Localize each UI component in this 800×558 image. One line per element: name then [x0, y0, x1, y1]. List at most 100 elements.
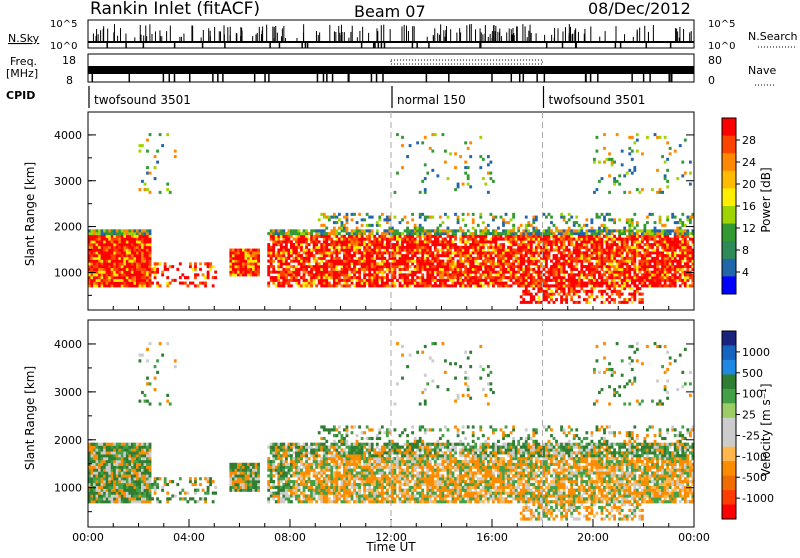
power-cell — [426, 268, 429, 271]
power-cell — [96, 265, 99, 268]
power-cell — [399, 238, 402, 241]
power-cell — [608, 284, 611, 287]
power-cell — [351, 229, 354, 232]
power-cell — [664, 161, 667, 164]
power-cell — [434, 271, 437, 274]
power-cell — [674, 235, 677, 238]
power-cell — [573, 284, 576, 287]
power-cell — [318, 273, 321, 276]
power-cell — [341, 221, 344, 224]
power-cell — [161, 273, 164, 276]
power-cell — [290, 243, 293, 246]
velocity-cell — [123, 500, 126, 503]
power-cell — [482, 265, 485, 268]
power-cell — [315, 273, 318, 276]
power-cell — [611, 282, 614, 285]
power-cell — [141, 144, 144, 147]
power-cell — [525, 238, 528, 241]
power-cell — [123, 257, 126, 260]
power-cell — [434, 246, 437, 249]
velocity-cell — [91, 451, 94, 454]
power-cell — [563, 290, 566, 293]
power-cell — [123, 273, 126, 276]
power-cell — [469, 257, 472, 260]
power-cell — [388, 268, 391, 271]
power-cell — [548, 279, 551, 282]
power-cell — [686, 276, 689, 279]
power-cell — [98, 268, 101, 271]
power-cell — [328, 254, 331, 257]
power-cell — [520, 265, 523, 268]
power-cell — [608, 174, 611, 177]
power-cell — [250, 262, 253, 265]
power-cell — [139, 144, 142, 147]
power-cell — [409, 284, 412, 287]
power-cell — [341, 260, 344, 263]
power-cell — [371, 282, 374, 285]
power-cell — [353, 232, 356, 235]
power-cell — [679, 229, 682, 232]
power-cell — [333, 229, 336, 232]
power-cell — [568, 218, 571, 221]
power-cell — [626, 221, 629, 224]
power-cell — [631, 279, 634, 282]
power-cell — [459, 271, 462, 274]
power-cell — [633, 169, 636, 172]
power-cell — [656, 265, 659, 268]
power-cell — [636, 290, 639, 293]
power-cell — [580, 232, 583, 235]
power-cell — [343, 229, 346, 232]
power-cell — [328, 243, 331, 246]
power-cell — [404, 216, 407, 219]
power-cell — [654, 265, 657, 268]
power-cell — [510, 240, 513, 243]
power-cell — [108, 254, 111, 257]
power-cell — [116, 262, 119, 265]
power-cell — [553, 268, 556, 271]
power-cell — [608, 213, 611, 216]
power-cell — [603, 251, 606, 254]
power-y-label: Slant Range [km] — [23, 162, 37, 266]
power-cell — [596, 243, 599, 246]
power-cell — [414, 238, 417, 241]
power-cell — [310, 279, 313, 282]
power-cell — [386, 279, 389, 282]
power-cell — [320, 260, 323, 263]
velocity-cell — [106, 494, 109, 497]
power-cell — [144, 232, 147, 235]
power-cell — [116, 260, 119, 263]
velocity-cell — [91, 457, 94, 460]
power-cell — [353, 213, 356, 216]
power-cell — [666, 265, 669, 268]
velocity-cell — [108, 466, 111, 469]
power-cell — [401, 240, 404, 243]
power-cell — [580, 265, 583, 268]
power-cell — [103, 240, 106, 243]
power-cell — [527, 224, 530, 227]
power-cell — [378, 251, 381, 254]
power-cell — [240, 273, 243, 276]
power-cell — [681, 282, 684, 285]
power-cell — [194, 268, 197, 271]
power-cell — [290, 260, 293, 263]
power-cell — [684, 238, 687, 241]
power-cell — [108, 257, 111, 260]
power-cell — [383, 229, 386, 232]
power-cell — [588, 273, 591, 276]
power-cell — [133, 260, 136, 263]
power-cell — [613, 271, 616, 274]
power-cell — [166, 268, 169, 271]
power-cell — [462, 240, 465, 243]
power-cell — [664, 271, 667, 274]
power-cell — [578, 273, 581, 276]
power-cell — [644, 238, 647, 241]
power-cell — [300, 249, 303, 252]
power-cell — [404, 246, 407, 249]
power-cell — [495, 273, 498, 276]
power-cell — [123, 279, 126, 282]
power-cell — [411, 273, 414, 276]
power-cell — [568, 227, 571, 230]
power-cell — [654, 133, 657, 136]
power-cell — [338, 282, 341, 285]
power-cell — [343, 268, 346, 271]
